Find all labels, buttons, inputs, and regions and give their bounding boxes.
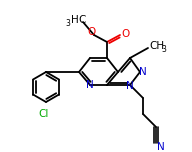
Text: CH: CH — [149, 41, 165, 51]
Text: C: C — [78, 15, 86, 25]
Text: H: H — [71, 15, 79, 25]
Text: O: O — [88, 27, 96, 37]
Text: 3: 3 — [65, 19, 70, 28]
Text: O: O — [121, 29, 129, 39]
Text: 3: 3 — [161, 45, 166, 54]
Text: N: N — [139, 67, 147, 77]
Text: Cl: Cl — [39, 109, 49, 119]
Text: N: N — [86, 80, 94, 90]
Text: N: N — [157, 142, 165, 152]
Text: N: N — [126, 81, 134, 91]
